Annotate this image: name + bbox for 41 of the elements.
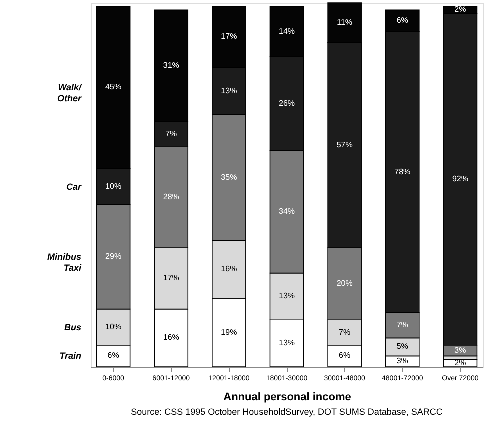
- data-label: 7%: [166, 130, 178, 139]
- data-label: 17%: [163, 274, 180, 283]
- data-label: 16%: [163, 333, 180, 342]
- data-label: 13%: [278, 338, 296, 348]
- data-label: 6%: [108, 351, 120, 360]
- data-label: 2%: [454, 358, 466, 368]
- data-label: 10%: [106, 322, 122, 332]
- data-label: 45%: [106, 82, 122, 92]
- data-label: 3%: [454, 346, 466, 355]
- data-label: 16%: [221, 264, 238, 274]
- data-label: 6%: [396, 16, 408, 26]
- data-label: 35%: [221, 172, 238, 182]
- data-label: 34%: [278, 207, 296, 216]
- data-label: 20%: [336, 279, 353, 288]
- data-label: 57%: [336, 140, 353, 150]
- data-label: 7%: [396, 320, 408, 330]
- data-label: 31%: [163, 61, 180, 70]
- data-label: 29%: [106, 252, 122, 262]
- data-label: 5%: [396, 342, 408, 352]
- data-label: 14%: [278, 26, 296, 36]
- data-label: 11%: [337, 18, 353, 27]
- series-label: Bus: [64, 322, 82, 332]
- series-label: Train: [60, 351, 82, 362]
- data-label: 13%: [278, 292, 296, 301]
- data-label: 13%: [221, 86, 238, 96]
- data-label: 26%: [278, 98, 296, 108]
- data-label: 10%: [106, 182, 122, 191]
- series-label: Walk/ Other: [58, 82, 84, 104]
- series-label: Minibus Taxi: [48, 252, 82, 274]
- data-label: 28%: [163, 192, 180, 202]
- data-label: 3%: [396, 356, 408, 366]
- series-label: Car: [66, 182, 82, 192]
- data-label: 19%: [221, 328, 238, 337]
- data-label: 78%: [394, 167, 411, 176]
- source-note: Source: CSS 1995 October HouseholdSurvey, DOT SUMS Database, SARCC: [131, 407, 444, 417]
- data-label: 17%: [221, 32, 238, 42]
- x-axis-title: Annual personal income: [224, 392, 352, 404]
- data-label: 2%: [454, 5, 466, 14]
- data-label: 7%: [339, 328, 351, 337]
- data-label: 92%: [452, 174, 468, 184]
- data-label: 6%: [339, 351, 351, 360]
